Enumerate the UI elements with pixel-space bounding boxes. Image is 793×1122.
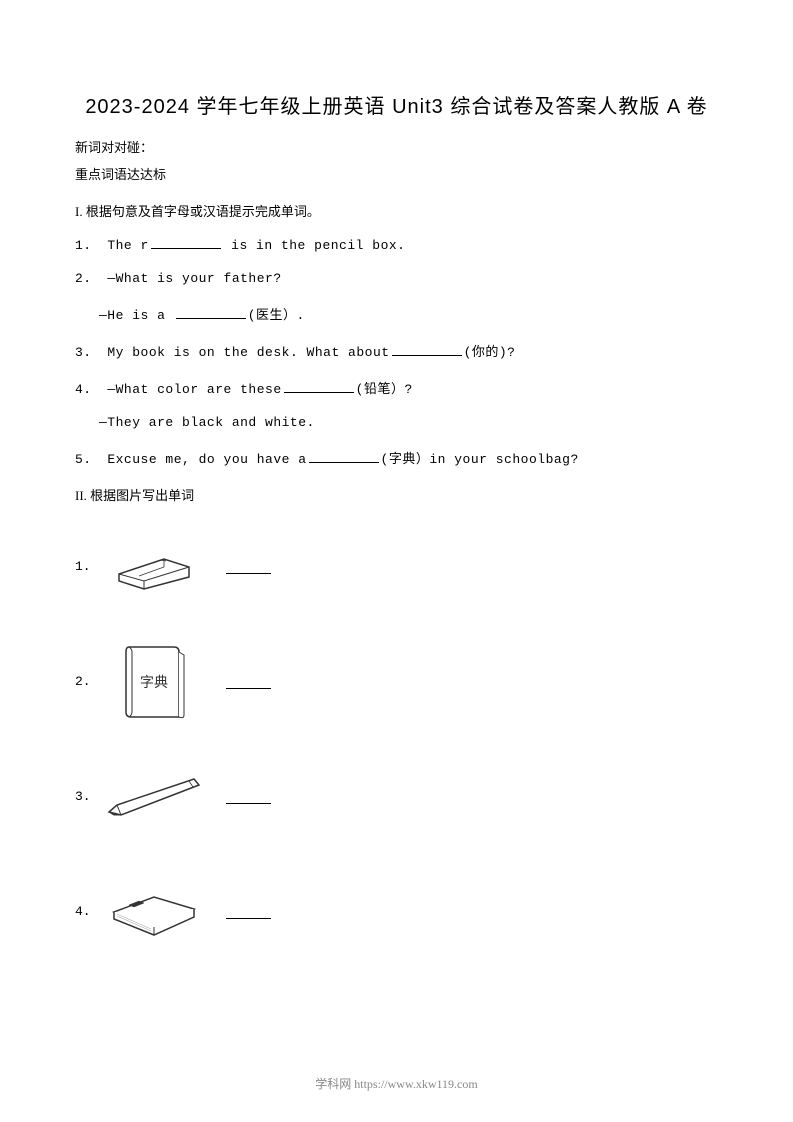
- dict-label: 字典: [140, 675, 168, 691]
- blank-input[interactable]: [151, 235, 221, 249]
- question-2-line2: —He is a (医生）.: [75, 304, 718, 323]
- question-4-line2: —They are black and white.: [75, 415, 718, 430]
- q4-line1-post: (铅笔）?: [356, 382, 413, 397]
- question-5: 5. Excuse me, do you have a (字典）in your s…: [75, 448, 718, 467]
- footer-text: 学科网 https://www.xkw119.com: [0, 1075, 793, 1092]
- eraser-icon: [99, 524, 209, 609]
- blank-input[interactable]: [284, 379, 354, 393]
- question-3: 3. My book is on the desk. What about (你的…: [75, 341, 718, 360]
- q5-text-post: (字典）in your schoolbag?: [381, 452, 579, 467]
- question-2-line1: 2. —What is your father?: [75, 271, 718, 286]
- q4-num: 4.: [75, 382, 99, 397]
- blank-input[interactable]: [309, 449, 379, 463]
- image-question-2: 2. 字典: [75, 639, 718, 724]
- q3-num: 3.: [75, 345, 99, 360]
- q5-num: 5.: [75, 452, 99, 467]
- q2-line2-pre: —He is a: [99, 308, 174, 323]
- image-question-3: 3.: [75, 754, 718, 839]
- q1-text-pre: The r: [107, 238, 149, 253]
- question-1: 1. The r is in the pencil box.: [75, 235, 718, 253]
- q5-text-pre: Excuse me, do you have a: [107, 452, 306, 467]
- q4-line1-pre: —What color are these: [107, 382, 281, 397]
- q2-line2-post: (医生）.: [248, 308, 305, 323]
- section2-header: II. 根据图片写出单词: [75, 485, 718, 504]
- image-question-4: 4.: [75, 869, 718, 954]
- page-title: 2023-2024 学年七年级上册英语 Unit3 综合试卷及答案人教版 A 卷: [75, 90, 718, 119]
- q1-text-post: is in the pencil box.: [231, 238, 405, 253]
- question-4-line1: 4. —What color are these (铅笔）?: [75, 378, 718, 397]
- image-question-1: 1.: [75, 524, 718, 609]
- blank-input[interactable]: [176, 305, 246, 319]
- q2-line1: —What is your father?: [107, 271, 281, 286]
- subtitle-2: 重点词语达达标: [75, 164, 718, 183]
- section1-header: I. 根据句意及首字母或汉语提示完成单词。: [75, 201, 718, 220]
- subtitle-1: 新词对对碰：: [75, 137, 718, 156]
- q2-num: 2.: [75, 271, 99, 286]
- q1-num: 1.: [75, 238, 99, 253]
- iq3-num: 3.: [75, 789, 99, 804]
- pencil-icon: [99, 754, 209, 839]
- q3-text-pre: My book is on the desk. What about: [107, 345, 389, 360]
- iq1-num: 1.: [75, 559, 99, 574]
- blank-input[interactable]: [392, 342, 462, 356]
- book-icon: [99, 869, 209, 954]
- q4-line2: —They are black and white.: [99, 415, 315, 430]
- iq2-num: 2.: [75, 674, 99, 689]
- blank-input[interactable]: [226, 675, 271, 689]
- blank-input[interactable]: [226, 790, 271, 804]
- blank-input[interactable]: [226, 560, 271, 574]
- dictionary-icon: 字典: [99, 639, 209, 724]
- q3-text-post: (你的)?: [464, 345, 516, 360]
- blank-input[interactable]: [226, 905, 271, 919]
- iq4-num: 4.: [75, 904, 99, 919]
